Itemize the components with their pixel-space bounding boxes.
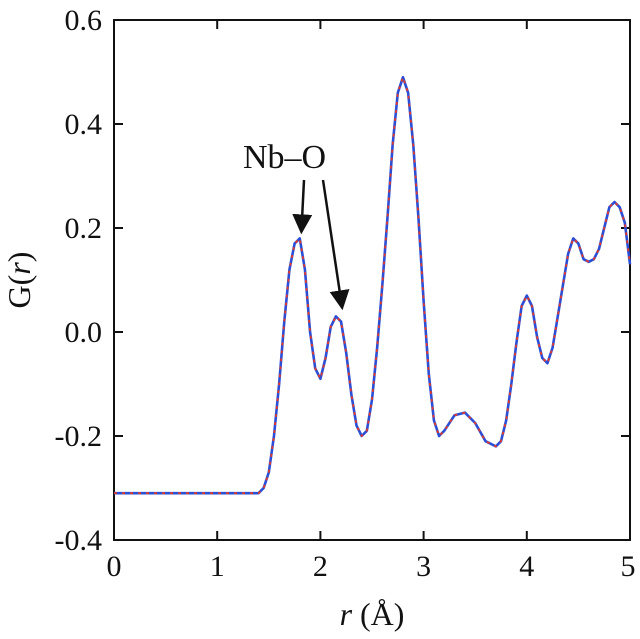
x-tick-label: 0 xyxy=(107,550,122,583)
x-axis-ticks: 0 1 2 3 4 5 xyxy=(107,20,636,583)
y-tick-label: 0.6 xyxy=(65,4,103,37)
annotation-arrow-2 xyxy=(321,179,350,311)
series-line-solid xyxy=(114,75,632,495)
y-tick-label: 0.2 xyxy=(65,212,103,245)
series-layer xyxy=(114,75,632,495)
series-line-dashed xyxy=(114,76,631,495)
y-axis-label: G(r) xyxy=(1,252,37,309)
x-tick-label: 1 xyxy=(210,550,225,583)
y-tick-label: 0.4 xyxy=(65,108,103,141)
annotation-arrow-1 xyxy=(292,179,313,235)
plot-frame xyxy=(113,19,631,541)
x-tick-label: 4 xyxy=(519,550,534,583)
y-tick-label: 0.0 xyxy=(65,316,103,349)
x-tick-label: 2 xyxy=(313,550,328,583)
y-tick-label: -0.4 xyxy=(55,524,103,557)
x-axis-label: r (Å) xyxy=(340,596,405,632)
y-tick-label: -0.2 xyxy=(55,420,103,453)
x-tick-label: 5 xyxy=(621,550,636,583)
x-tick-label: 3 xyxy=(416,550,431,583)
annotation: Nb–O xyxy=(243,139,350,311)
y-axis-ticks: -0.4 -0.2 0.0 0.2 0.4 0.6 xyxy=(55,4,630,557)
annotation-text: Nb–O xyxy=(243,139,326,176)
